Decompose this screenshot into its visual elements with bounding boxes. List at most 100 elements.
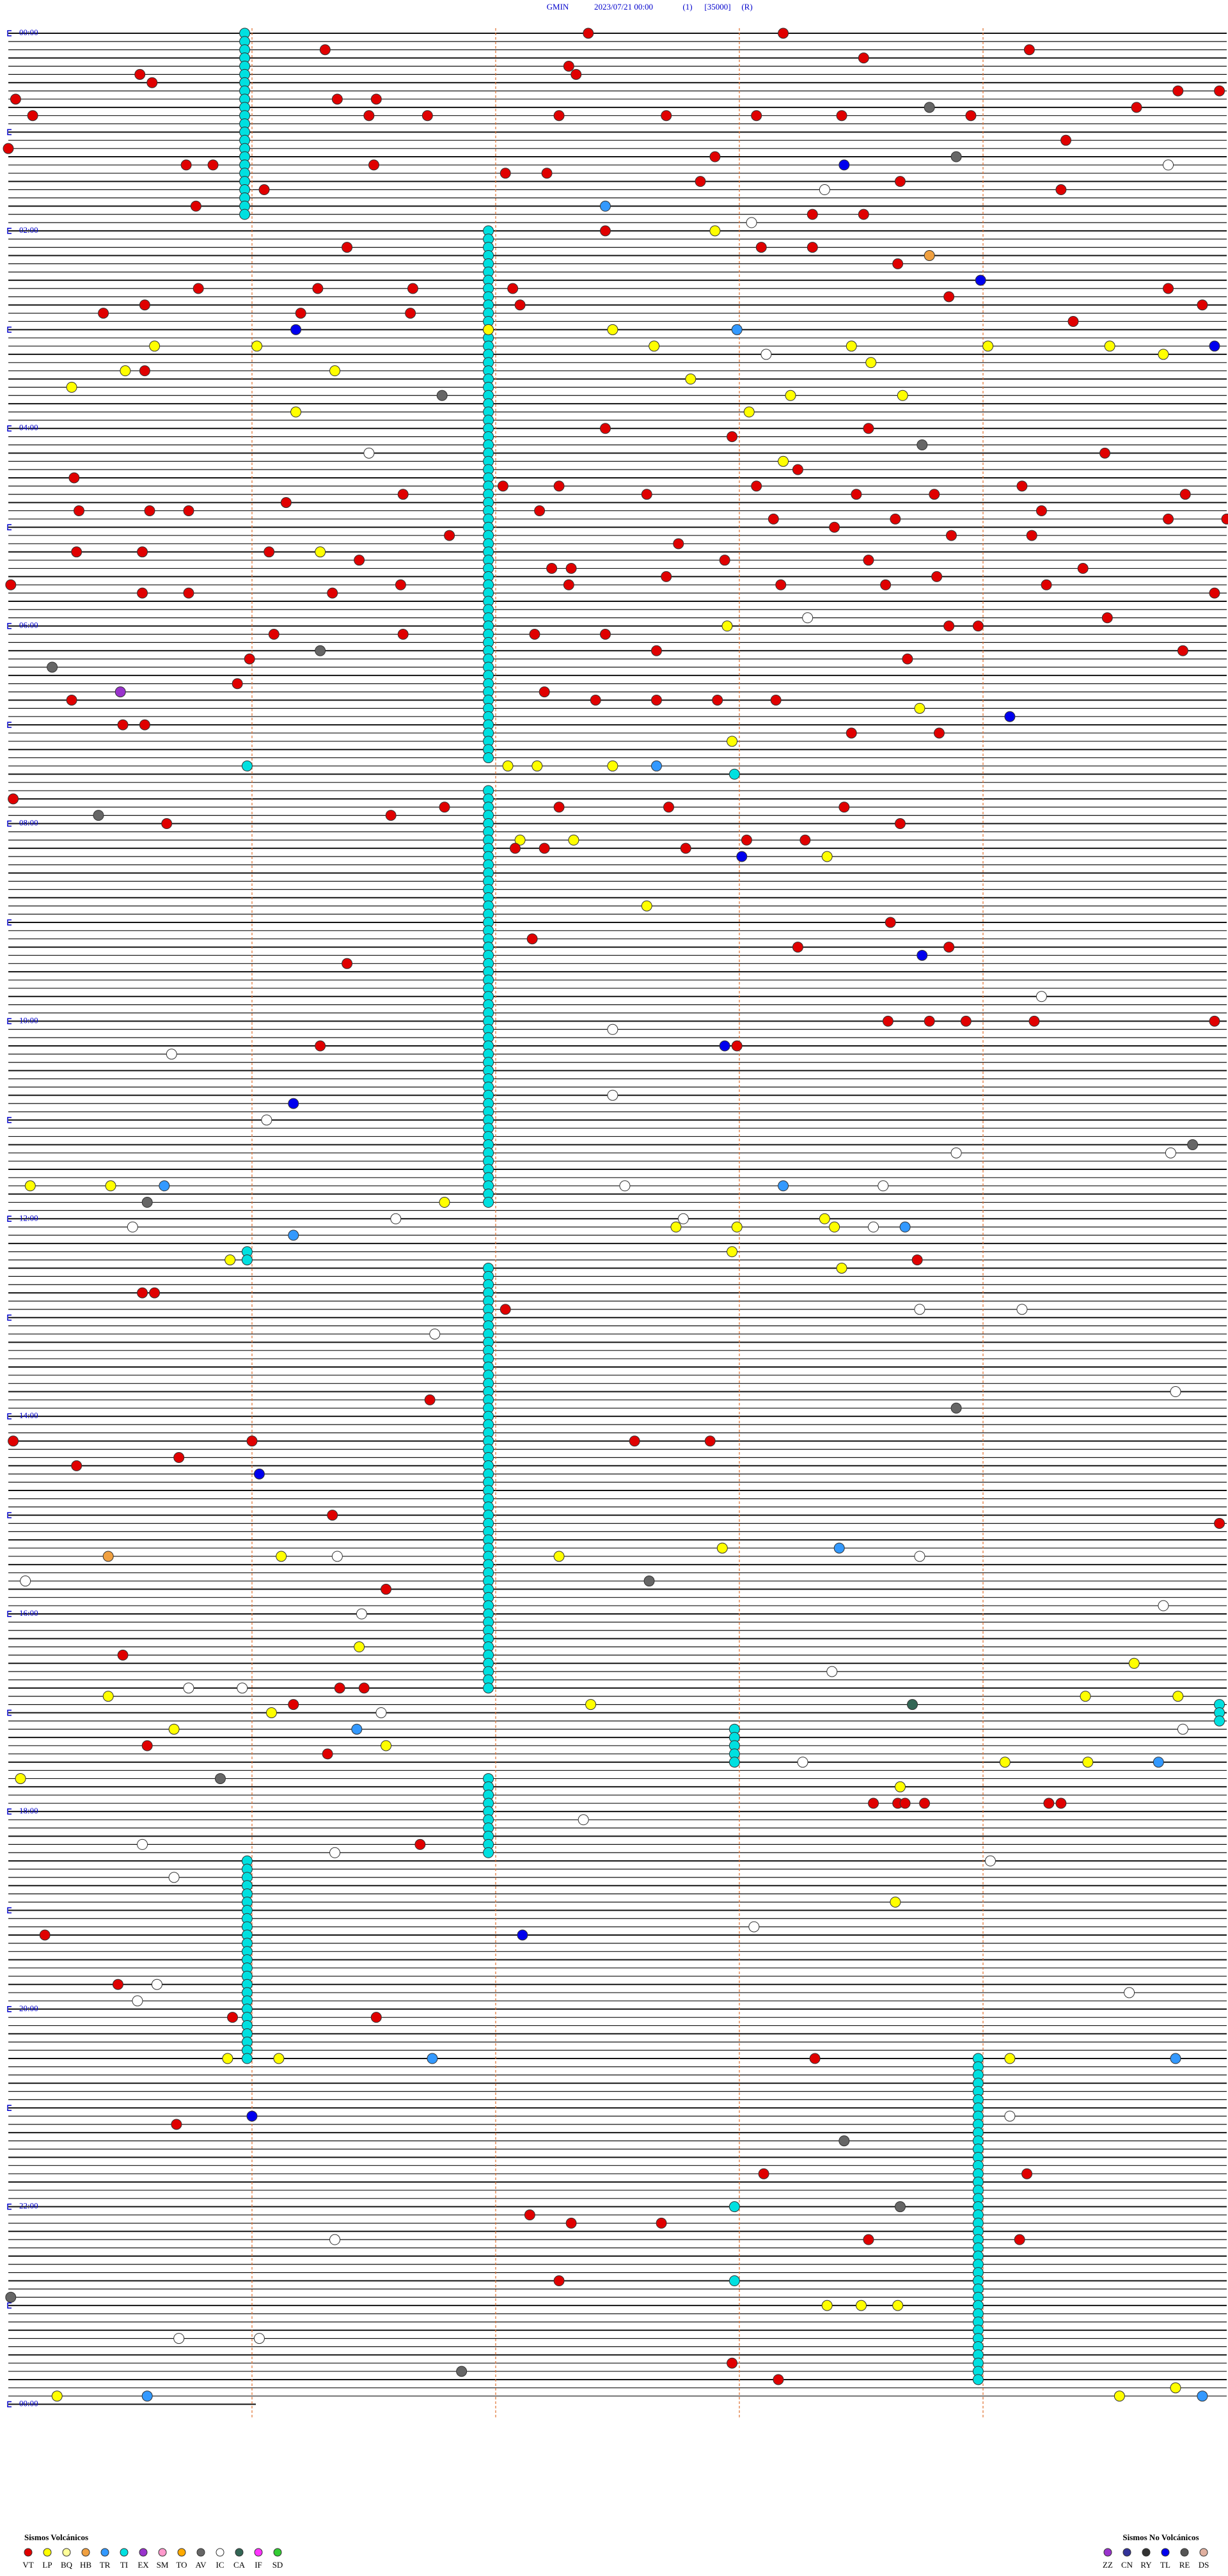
event xyxy=(436,390,448,401)
legend-swatch xyxy=(254,2548,263,2557)
event xyxy=(719,1040,730,1052)
event xyxy=(792,464,803,475)
hour-bracket xyxy=(7,1611,12,1617)
event xyxy=(141,1197,153,1208)
event xyxy=(607,324,618,335)
event xyxy=(599,225,611,237)
event xyxy=(619,1180,631,1192)
event xyxy=(851,489,862,500)
event xyxy=(1067,315,1079,327)
event xyxy=(821,2300,833,2311)
event xyxy=(171,2119,182,2130)
event xyxy=(71,1460,83,1471)
legend-label: DS xyxy=(1199,2560,1209,2570)
event xyxy=(288,1098,299,1109)
time-label: 20:00 xyxy=(19,2003,38,2013)
event xyxy=(1221,513,1228,525)
event xyxy=(821,851,833,862)
event xyxy=(66,381,77,393)
event xyxy=(797,1757,808,1768)
event xyxy=(838,2135,850,2147)
event xyxy=(663,802,675,813)
event xyxy=(531,760,543,771)
event xyxy=(288,1229,299,1241)
legend-label: LP xyxy=(42,2560,52,2570)
event xyxy=(775,579,787,590)
event xyxy=(709,225,721,237)
event xyxy=(319,44,331,56)
event xyxy=(1028,1015,1040,1027)
event xyxy=(945,530,957,541)
event xyxy=(607,760,618,771)
event xyxy=(565,563,577,574)
event xyxy=(47,661,58,673)
event xyxy=(207,159,219,171)
event xyxy=(629,1435,640,1447)
event xyxy=(429,1328,441,1339)
legend-swatch xyxy=(235,2548,244,2557)
events xyxy=(3,28,1228,2402)
legend-label: ZZ xyxy=(1103,2560,1113,2570)
event xyxy=(24,1180,36,1192)
event xyxy=(1163,159,1174,171)
legend-swatch xyxy=(120,2548,129,2557)
event xyxy=(878,1180,889,1192)
event xyxy=(342,958,353,969)
event xyxy=(290,324,302,335)
event xyxy=(524,2209,535,2221)
legend-swatch xyxy=(1180,2548,1189,2557)
event xyxy=(846,340,857,352)
event xyxy=(553,802,565,813)
event xyxy=(137,587,148,599)
event xyxy=(1163,513,1174,525)
event xyxy=(767,513,779,525)
event xyxy=(144,505,155,516)
event xyxy=(146,77,158,88)
legend-label: IF xyxy=(255,2560,262,2570)
event xyxy=(10,93,21,105)
event xyxy=(943,620,955,632)
legend-label: TR xyxy=(100,2560,111,2570)
event xyxy=(833,1542,845,1554)
event xyxy=(950,1402,962,1414)
legend-label: AV xyxy=(195,2560,207,2570)
event xyxy=(246,2110,258,2122)
scale: [35000] xyxy=(704,2,730,12)
event xyxy=(799,834,811,846)
event xyxy=(244,653,255,665)
event xyxy=(161,818,173,830)
event xyxy=(15,1773,26,1784)
event xyxy=(421,110,433,122)
event xyxy=(1170,1386,1181,1398)
event xyxy=(331,1551,343,1562)
event xyxy=(599,629,611,640)
event xyxy=(8,793,19,805)
event xyxy=(650,694,662,706)
event xyxy=(241,760,253,771)
event xyxy=(173,1452,185,1464)
event xyxy=(529,629,540,640)
hour-bracket xyxy=(7,326,12,333)
event xyxy=(856,2300,867,2311)
time-label: 08:00 xyxy=(19,818,38,828)
event xyxy=(914,702,925,714)
event xyxy=(190,200,201,212)
event xyxy=(1170,2053,1181,2064)
event xyxy=(914,1304,925,1315)
event xyxy=(836,110,847,122)
event xyxy=(141,2390,153,2402)
event xyxy=(1172,1691,1184,1702)
event xyxy=(251,340,263,352)
legend-swatch xyxy=(1142,2548,1151,2557)
time-label: 10:00 xyxy=(19,1015,38,1025)
event xyxy=(899,1798,911,1809)
event xyxy=(716,1542,728,1554)
legend-label: CA xyxy=(233,2560,246,2570)
event xyxy=(643,1576,655,1587)
event xyxy=(137,1287,148,1299)
ti-event xyxy=(483,1682,494,1694)
event xyxy=(112,1979,123,1990)
event xyxy=(1060,134,1072,146)
event xyxy=(914,1551,925,1562)
event xyxy=(565,2217,577,2229)
